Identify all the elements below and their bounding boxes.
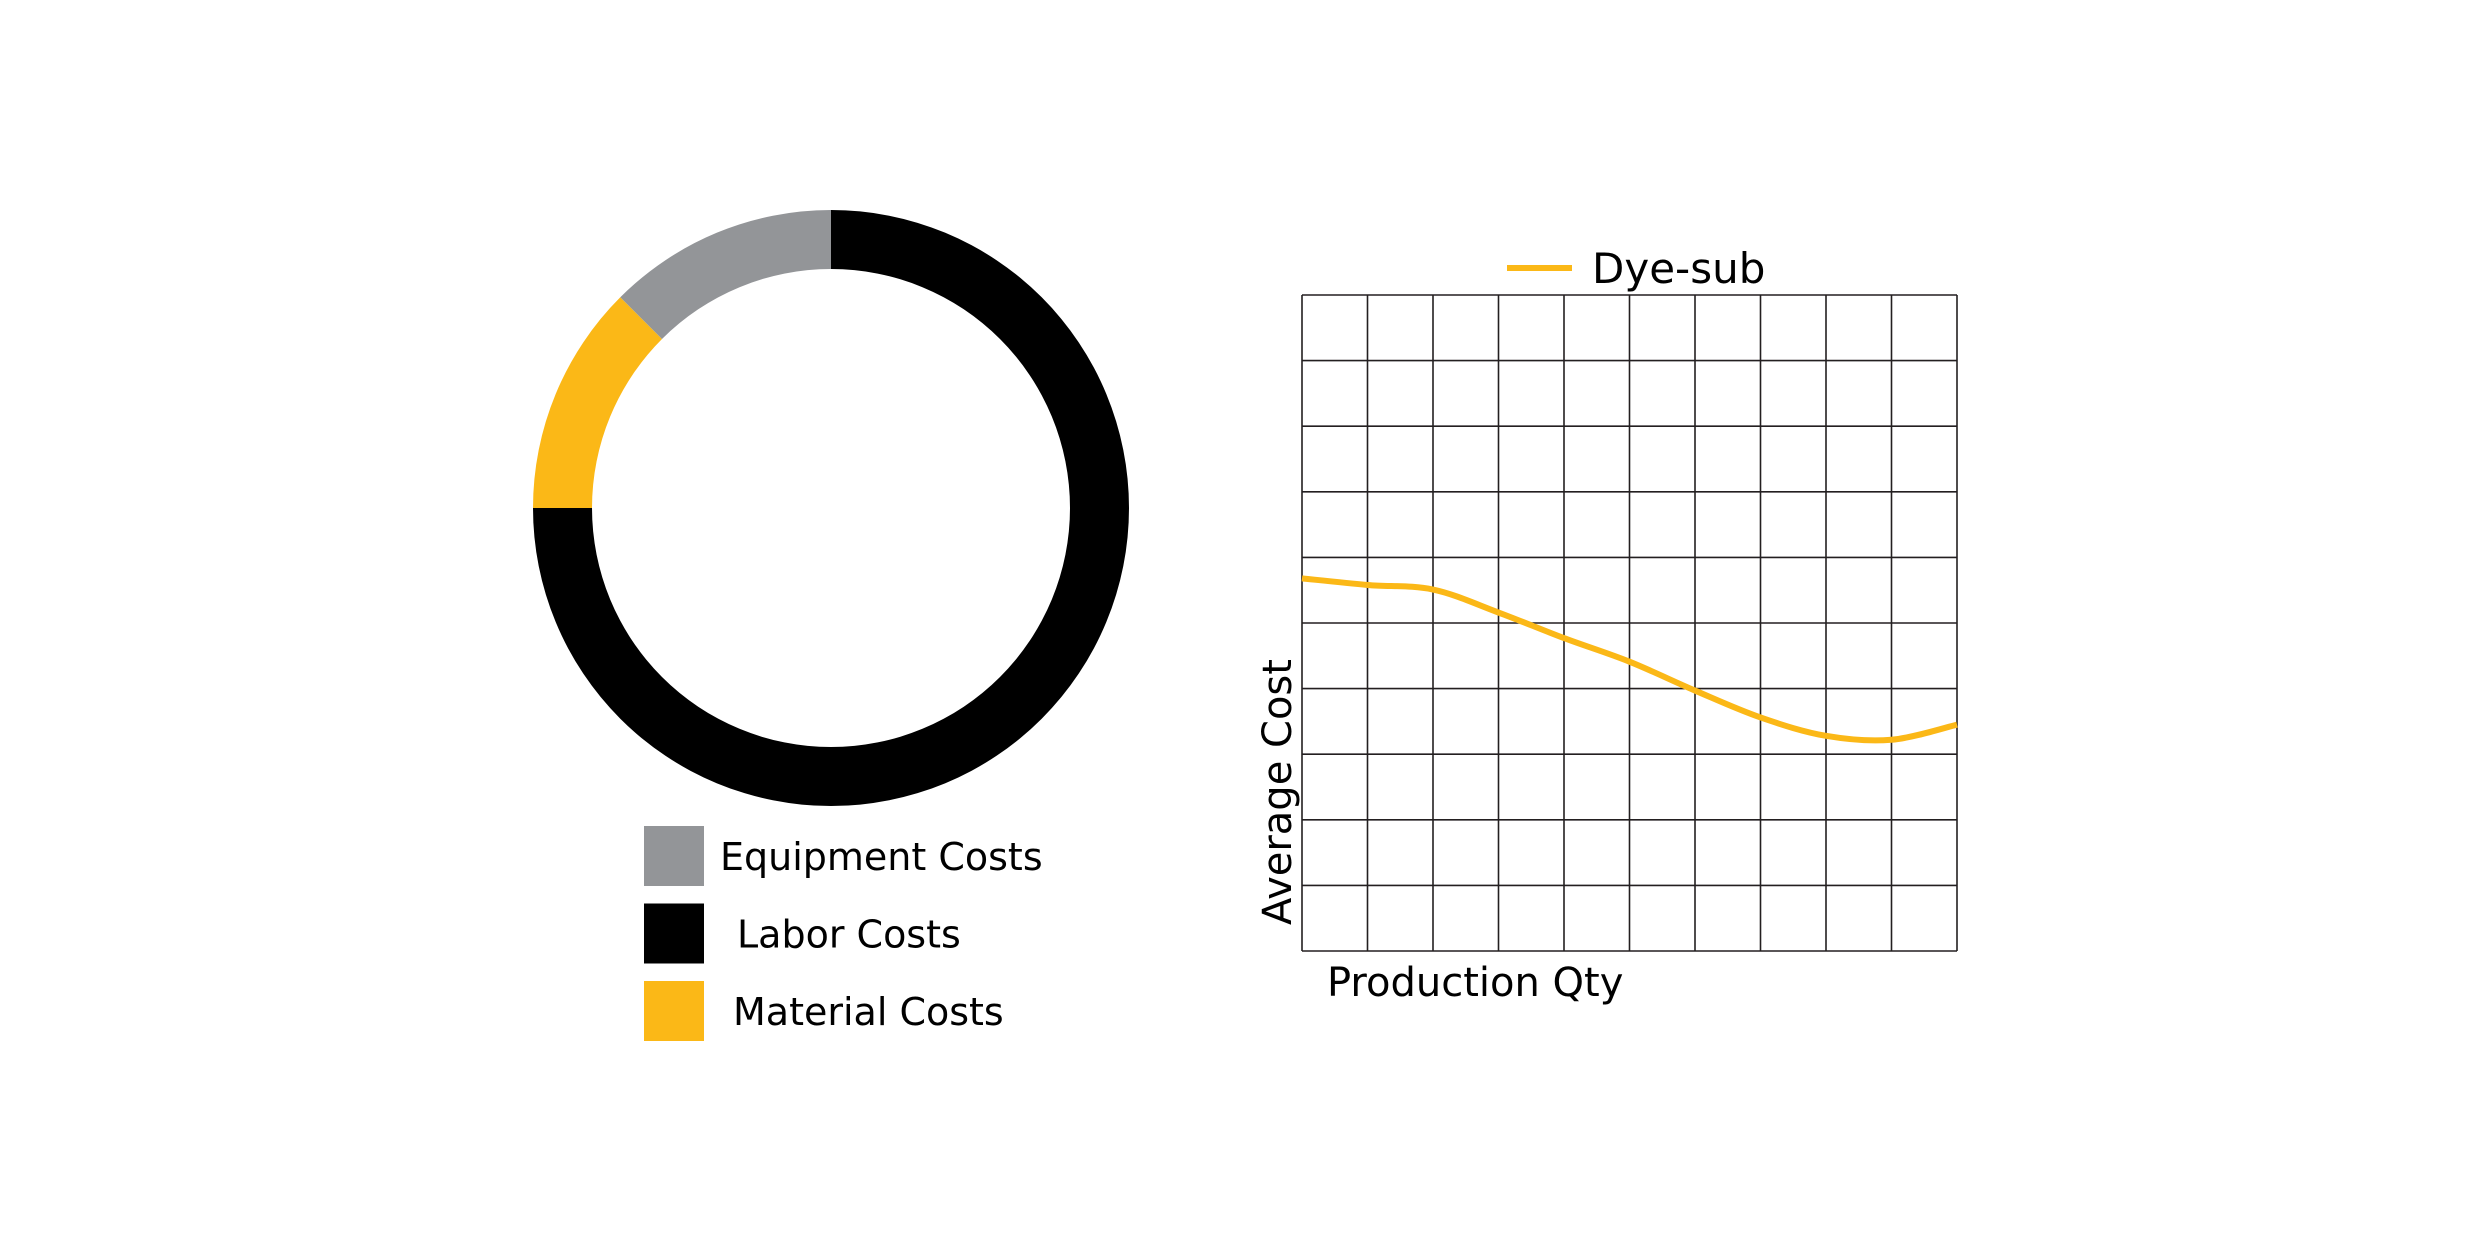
legend-label: Dye-sub bbox=[1592, 244, 1765, 293]
line-chart-series bbox=[1301, 575, 1958, 744]
x-axis-label: Production Qty bbox=[1327, 960, 1623, 1006]
line-chart-grid bbox=[1301, 294, 1958, 952]
legend-label: Equipment Costs bbox=[720, 835, 1043, 879]
legend-label: Labor Costs bbox=[737, 913, 961, 957]
legend-swatch bbox=[644, 981, 704, 1041]
donut-legend: Equipment Costs Labor Costs Material Costs bbox=[644, 826, 1043, 1041]
legend-label: Material Costs bbox=[733, 990, 1004, 1034]
y-axis-label: Average Cost bbox=[1255, 659, 1301, 925]
donut-slice-equipment-costs bbox=[620, 210, 831, 340]
legend-swatch bbox=[644, 903, 704, 964]
line-chart-legend: Dye-sub bbox=[1507, 244, 1765, 293]
donut-chart bbox=[533, 210, 1129, 806]
series-line-dye-sub bbox=[1301, 575, 1958, 744]
legend-swatch bbox=[644, 826, 704, 886]
donut-slice-material-costs bbox=[533, 297, 663, 508]
